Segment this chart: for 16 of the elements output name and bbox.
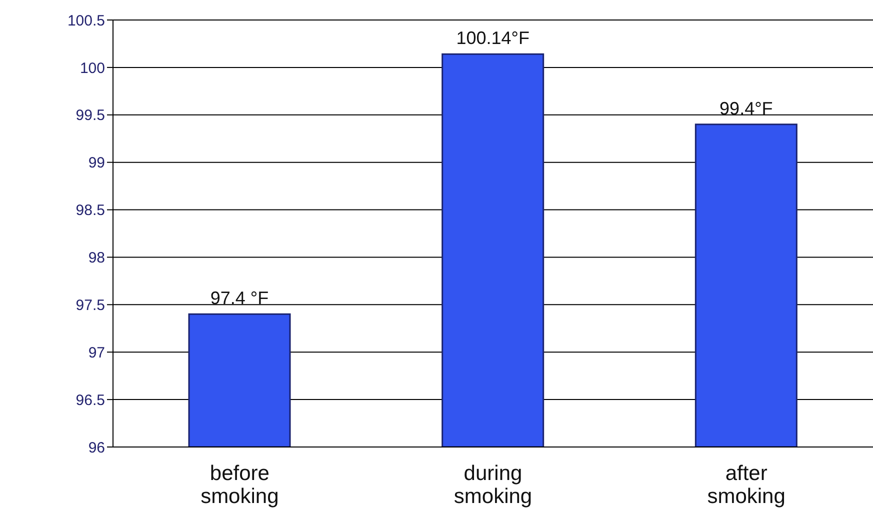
y-tick-label: 99.5 xyxy=(76,107,105,124)
x-tick-label: before smoking xyxy=(200,462,279,508)
y-tick-label: 98 xyxy=(88,250,105,267)
x-tick-label: during smoking xyxy=(454,462,532,508)
y-tick-label: 100.5 xyxy=(67,12,105,30)
y-tick-label: 99 xyxy=(88,154,105,172)
y-tick-label: 97 xyxy=(88,344,105,362)
y-tick-label: 96 xyxy=(88,439,105,456)
y-tick-label: 96.5 xyxy=(76,392,105,409)
data-label: 97.4 °F xyxy=(210,288,269,308)
y-tick-label: 98.5 xyxy=(76,202,105,220)
y-tick-label: 97.5 xyxy=(76,296,105,314)
data-label: 99.4°F xyxy=(720,98,773,118)
data-label: 100.14°F xyxy=(456,28,530,48)
x-tick-label: after smoking xyxy=(707,462,786,508)
y-tick-label: 100 xyxy=(80,60,105,77)
